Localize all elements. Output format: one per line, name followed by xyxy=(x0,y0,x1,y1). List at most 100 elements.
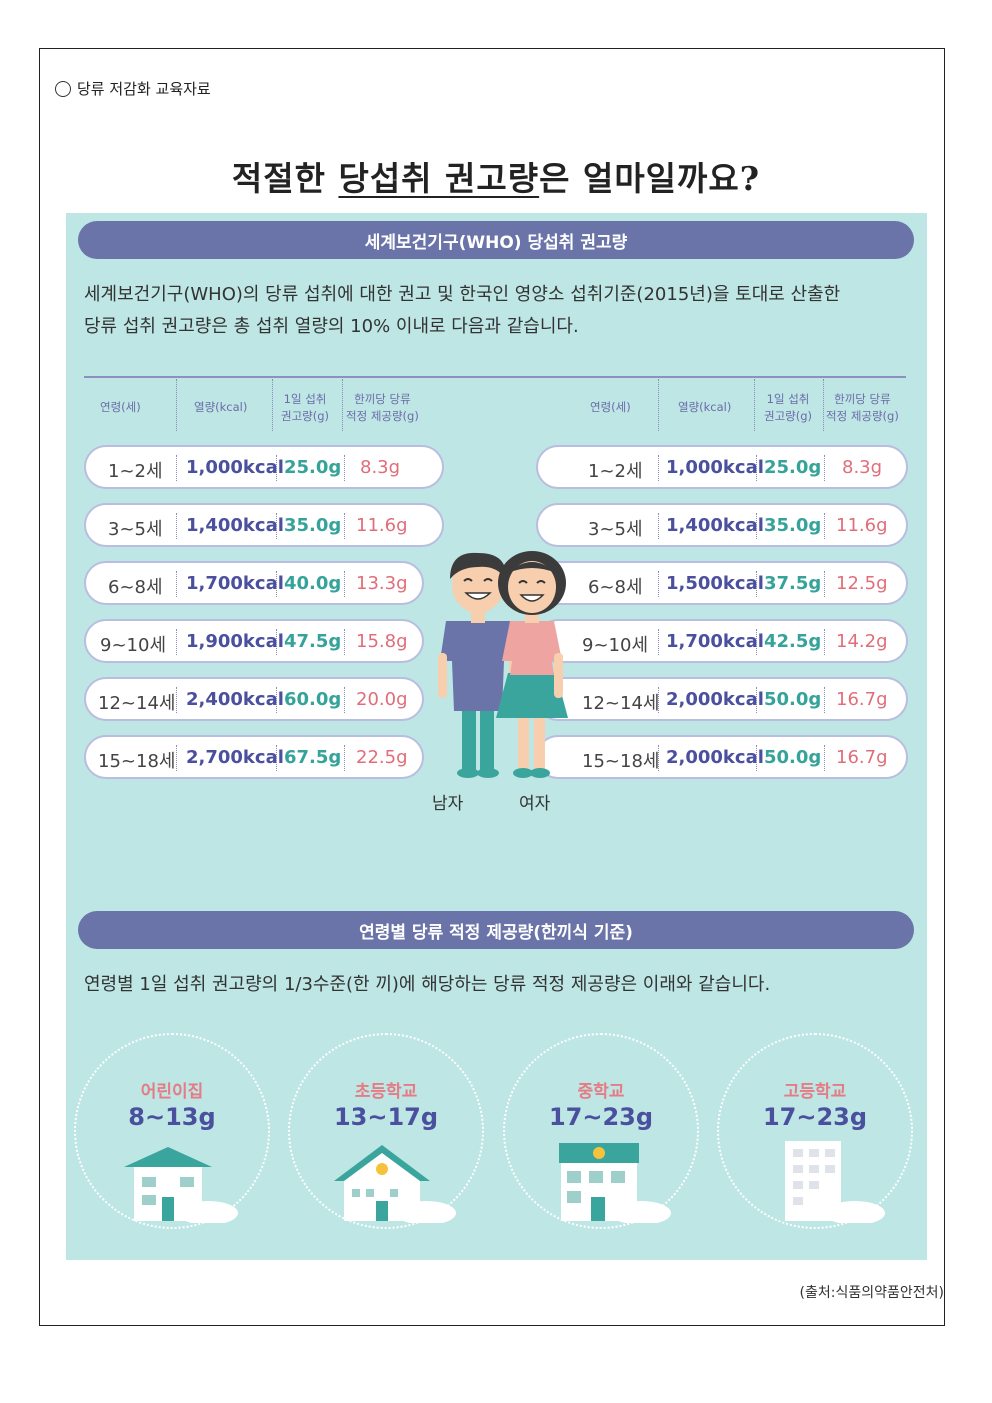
female-meal: 16.7g xyxy=(836,689,888,710)
male-meal: 11.6g xyxy=(356,515,408,536)
section2-intro: 연령별 1일 섭취 권고량의 1/3수준(한 끼)에 해당하는 당류 적정 제공… xyxy=(84,974,771,995)
section1-header: 세계보건기구(WHO) 당섭취 권고량 xyxy=(78,221,914,259)
male-col-daily-line1: 1일 섭취 xyxy=(283,392,327,406)
female-head-divider xyxy=(658,379,659,431)
female-row: 9~10세 1,700kcal 42.5g 14.2g xyxy=(536,619,908,663)
male-age: 12~14세 xyxy=(98,693,176,714)
male-row: 1~2세 1,000kcal 25.0g 8.3g xyxy=(84,445,444,489)
female-col-kcal: 열량(kcal) xyxy=(678,400,732,414)
male-age: 9~10세 xyxy=(100,635,166,656)
female-row: 3~5세 1,400kcal 35.0g 11.6g xyxy=(536,503,908,547)
school-card-daycare: 어린이집 8~13g xyxy=(74,1033,270,1229)
row-divider xyxy=(756,687,757,713)
female-daily: 35.0g xyxy=(764,515,822,536)
row-divider xyxy=(176,513,177,539)
row-divider xyxy=(344,745,345,771)
male-meal: 20.0g xyxy=(356,689,408,710)
male-row: 6~8세 1,700kcal 40.0g 13.3g xyxy=(84,561,424,605)
section2-header: 연령별 당류 적정 제공량(한끼식 기준) xyxy=(78,911,914,949)
male-col-kcal: 열량(kcal) xyxy=(194,400,248,414)
title-suffix: 은 얼마일까요? xyxy=(539,159,761,198)
row-divider xyxy=(344,571,345,597)
middle-school-icon xyxy=(559,1143,671,1223)
female-row: 1~2세 1,000kcal 25.0g 8.3g xyxy=(536,445,908,489)
row-divider xyxy=(276,513,277,539)
male-kcal: 1,700kcal xyxy=(186,573,284,594)
female-daily: 37.5g xyxy=(764,573,822,594)
school-name: 어린이집 xyxy=(140,1082,204,1102)
row-divider xyxy=(176,745,177,771)
row-divider xyxy=(176,687,177,713)
female-meal: 16.7g xyxy=(836,747,888,768)
female-label: 여자 xyxy=(519,794,551,814)
school-name: 고등학교 xyxy=(783,1082,847,1102)
row-divider xyxy=(824,455,825,481)
male-row: 3~5세 1,400kcal 35.0g 11.6g xyxy=(84,503,444,547)
male-age: 3~5세 xyxy=(108,519,163,540)
male-meal: 22.5g xyxy=(356,747,408,768)
row-divider xyxy=(276,571,277,597)
row-divider xyxy=(824,745,825,771)
school-range: 8~13g xyxy=(128,1103,216,1131)
row-divider xyxy=(276,687,277,713)
female-age: 12~14세 xyxy=(582,693,660,714)
male-head-divider xyxy=(342,379,343,431)
male-col-age: 연령(세) xyxy=(100,400,141,414)
female-col-meal: 한끼당 당류 적정 제공량(g) xyxy=(826,391,899,425)
female-row: 15~18세 2,000kcal 50.0g 16.7g xyxy=(536,735,908,779)
female-row: 12~14세 2,000kcal 50.0g 16.7g xyxy=(536,677,908,721)
elementary-school-icon xyxy=(334,1145,456,1223)
row-divider xyxy=(276,745,277,771)
female-meal: 12.5g xyxy=(836,573,888,594)
female-kcal: 1,500kcal xyxy=(666,573,764,594)
female-kcal: 1,400kcal xyxy=(666,515,764,536)
female-age: 1~2세 xyxy=(588,461,643,482)
row-divider xyxy=(756,455,757,481)
row-divider xyxy=(824,513,825,539)
male-col-daily-line2: 권고량(g) xyxy=(281,409,330,423)
female-daily: 42.5g xyxy=(764,631,822,652)
row-divider xyxy=(658,745,659,771)
female-col-daily-line1: 1일 섭취 xyxy=(766,392,810,406)
row-divider xyxy=(344,629,345,655)
row-divider xyxy=(658,455,659,481)
school-card-middle: 중학교 17~23g xyxy=(503,1033,699,1229)
male-head-divider xyxy=(176,379,177,431)
document-label-text: 당류 저감화 교육자료 xyxy=(77,80,211,98)
male-head-divider xyxy=(272,379,273,431)
male-meal: 15.8g xyxy=(356,631,408,652)
high-school-icon xyxy=(785,1141,885,1223)
female-age: 15~18세 xyxy=(582,751,660,772)
row-divider xyxy=(756,745,757,771)
male-row: 12~14세 2,400kcal 60.0g 20.0g xyxy=(84,677,424,721)
female-kcal: 2,000kcal xyxy=(666,689,764,710)
male-kcal: 1,400kcal xyxy=(186,515,284,536)
male-age: 15~18세 xyxy=(98,751,176,772)
source-credit: (출처:식품의약품안전처) xyxy=(799,1285,944,1301)
row-divider xyxy=(658,513,659,539)
female-kcal: 1,000kcal xyxy=(666,457,764,478)
male-kcal: 1,900kcal xyxy=(186,631,284,652)
row-divider xyxy=(756,513,757,539)
boy-girl-illustration xyxy=(438,551,568,778)
male-label: 남자 xyxy=(432,794,464,814)
section1-intro-line1: 세계보건기구(WHO)의 당류 섭취에 대한 권고 및 한국인 영양소 섭취기준… xyxy=(84,284,841,305)
female-meal: 14.2g xyxy=(836,631,888,652)
female-daily: 50.0g xyxy=(764,747,822,768)
row-divider xyxy=(176,571,177,597)
row-divider xyxy=(276,455,277,481)
female-head-divider xyxy=(823,379,824,431)
row-divider xyxy=(824,571,825,597)
male-kcal: 1,000kcal xyxy=(186,457,284,478)
page-title: 적절한 당섭취 권고량은 얼마일까요? xyxy=(0,152,992,200)
female-row: 6~8세 1,500kcal 37.5g 12.5g xyxy=(536,561,908,605)
school-range: 17~23g xyxy=(548,1103,654,1131)
male-age: 6~8세 xyxy=(108,577,163,598)
male-daily: 60.0g xyxy=(284,689,342,710)
male-age: 1~2세 xyxy=(108,461,163,482)
female-head-divider xyxy=(754,379,755,431)
circle-bullet-icon xyxy=(55,80,71,97)
school-card-elementary: 초등학교 13~17g xyxy=(288,1033,484,1229)
male-daily: 35.0g xyxy=(284,515,342,536)
male-row: 15~18세 2,700kcal 67.5g 22.5g xyxy=(84,735,424,779)
